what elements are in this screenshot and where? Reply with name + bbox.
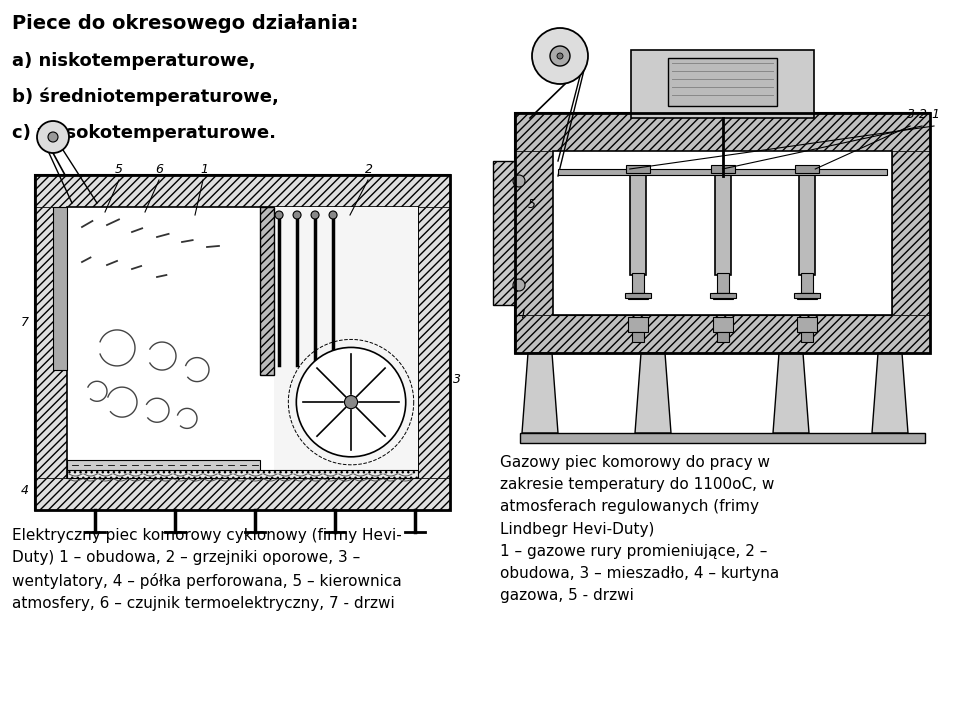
Bar bbox=[515, 113, 930, 151]
Bar bbox=[668, 58, 778, 106]
Text: 2: 2 bbox=[365, 163, 373, 176]
Bar bbox=[35, 175, 450, 510]
Bar bbox=[892, 151, 930, 315]
Bar bbox=[714, 171, 731, 275]
Polygon shape bbox=[635, 353, 671, 433]
Circle shape bbox=[48, 132, 58, 142]
Bar bbox=[515, 113, 930, 353]
Text: 4: 4 bbox=[21, 484, 29, 497]
Circle shape bbox=[557, 53, 563, 59]
Bar bbox=[515, 151, 553, 315]
Circle shape bbox=[37, 121, 69, 153]
Circle shape bbox=[513, 175, 525, 187]
Bar bbox=[418, 207, 450, 478]
Circle shape bbox=[550, 46, 570, 66]
Bar bbox=[67, 460, 260, 470]
Bar bbox=[274, 207, 418, 478]
Text: Elektryczny piec komorowy cyklonowy (firmy Hevi-
Duty) 1 – obudowa, 2 – grzejnik: Elektryczny piec komorowy cyklonowy (fir… bbox=[12, 528, 401, 611]
Circle shape bbox=[513, 279, 525, 291]
Bar bbox=[67, 207, 418, 478]
Text: 5: 5 bbox=[528, 198, 536, 211]
Polygon shape bbox=[773, 353, 809, 433]
Bar bbox=[802, 332, 813, 342]
Bar bbox=[35, 478, 450, 510]
Bar bbox=[632, 332, 644, 342]
Bar bbox=[628, 293, 648, 299]
Polygon shape bbox=[872, 353, 908, 433]
Text: 4: 4 bbox=[518, 308, 526, 321]
Bar bbox=[558, 169, 887, 175]
Text: 5: 5 bbox=[115, 163, 123, 176]
Bar bbox=[626, 165, 650, 173]
Text: 6: 6 bbox=[155, 163, 163, 176]
Bar bbox=[712, 317, 732, 332]
Bar bbox=[709, 293, 735, 298]
Polygon shape bbox=[522, 353, 558, 433]
Circle shape bbox=[345, 396, 357, 409]
Circle shape bbox=[293, 211, 301, 219]
Bar bbox=[35, 175, 450, 510]
Circle shape bbox=[311, 211, 319, 219]
Bar bbox=[628, 317, 648, 332]
Bar bbox=[716, 332, 729, 342]
Bar bbox=[553, 151, 892, 315]
Bar bbox=[797, 317, 817, 332]
Text: 3: 3 bbox=[907, 108, 915, 121]
Bar bbox=[67, 470, 418, 478]
Circle shape bbox=[329, 211, 337, 219]
Bar bbox=[515, 315, 930, 353]
Bar bbox=[802, 273, 813, 293]
Text: Piece do okresowego działania:: Piece do okresowego działania: bbox=[12, 14, 358, 33]
Text: a) niskotemperaturowe,: a) niskotemperaturowe, bbox=[12, 52, 255, 70]
Text: 3: 3 bbox=[453, 373, 461, 386]
Bar bbox=[53, 207, 67, 369]
Bar bbox=[795, 165, 819, 173]
Bar bbox=[515, 113, 930, 353]
Bar bbox=[632, 50, 814, 118]
Circle shape bbox=[297, 347, 406, 457]
Circle shape bbox=[276, 211, 283, 219]
Bar bbox=[520, 433, 925, 443]
Bar bbox=[35, 207, 67, 478]
Text: 7: 7 bbox=[21, 316, 29, 329]
Bar bbox=[794, 293, 820, 298]
Text: 1: 1 bbox=[200, 163, 208, 176]
Bar bbox=[800, 171, 815, 275]
Bar bbox=[260, 207, 274, 375]
Bar bbox=[710, 165, 734, 173]
Text: c) wysokotemperaturowe.: c) wysokotemperaturowe. bbox=[12, 124, 276, 142]
Text: 2: 2 bbox=[919, 108, 927, 121]
Bar bbox=[630, 171, 646, 275]
Bar bbox=[716, 273, 729, 293]
Circle shape bbox=[532, 28, 588, 84]
Bar bbox=[625, 293, 651, 298]
Bar bbox=[797, 293, 817, 299]
Bar bbox=[632, 273, 644, 293]
Bar bbox=[712, 293, 732, 299]
Text: 1: 1 bbox=[931, 108, 939, 121]
Text: b) średniotemperaturowe,: b) średniotemperaturowe, bbox=[12, 88, 278, 106]
Text: Gazowy piec komorowy do pracy w
zakresie temperatury do 1100oC, w
atmosferach re: Gazowy piec komorowy do pracy w zakresie… bbox=[500, 455, 780, 603]
Bar bbox=[493, 161, 515, 305]
Bar bbox=[35, 175, 450, 207]
